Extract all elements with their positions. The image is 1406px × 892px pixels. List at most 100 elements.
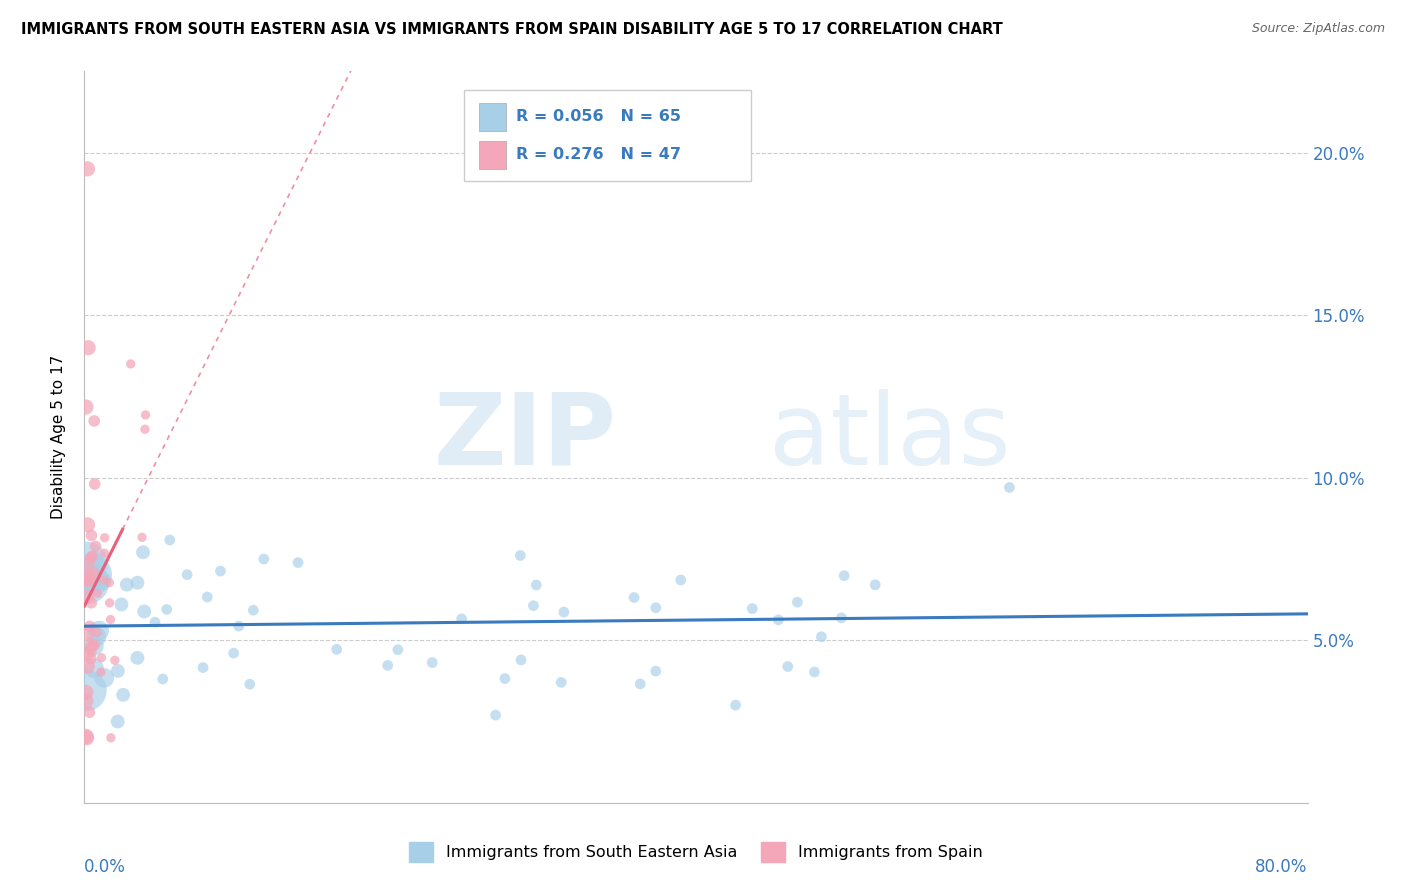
Point (195, 590, 218, 604)
Point (127, 651, 149, 665)
Text: Source: ZipAtlas.com: Source: ZipAtlas.com (1251, 22, 1385, 36)
Point (786, 595, 808, 609)
Point (75, 683, 97, 698)
Point (191, 660, 214, 674)
Point (120, 357, 142, 371)
Point (80, 567, 103, 582)
Point (76, 517, 98, 532)
Point (93, 546, 115, 560)
Point (80, 549, 103, 564)
Point (776, 659, 799, 673)
Point (107, 664, 129, 678)
Point (86, 586, 108, 600)
Point (222, 646, 245, 660)
Point (242, 603, 264, 617)
Point (83, 638, 105, 652)
Point (228, 619, 250, 633)
Point (83, 661, 105, 675)
Point (522, 599, 544, 613)
Point (83, 639, 105, 653)
Point (90, 665, 112, 679)
Point (80, 550, 103, 565)
Point (76, 557, 98, 571)
Point (76, 590, 98, 604)
Point (134, 605, 156, 619)
Point (75, 573, 97, 587)
Text: atlas: atlas (769, 389, 1011, 485)
Point (863, 578, 886, 592)
Point (79, 640, 101, 654)
Text: 80.0%: 80.0% (1256, 858, 1308, 876)
Point (287, 556, 309, 570)
Point (83, 566, 105, 580)
Point (112, 688, 135, 702)
Point (135, 408, 157, 422)
Text: IMMIGRANTS FROM SOUTH EASTERN ASIA VS IMMIGRANTS FROM SPAIN DISABILITY AGE 5 TO : IMMIGRANTS FROM SOUTH EASTERN ASIA VS IM… (21, 22, 1002, 37)
Point (90, 650, 112, 665)
Point (450, 612, 472, 626)
Point (115, 577, 138, 591)
Point (98, 596, 121, 610)
Point (76, 556, 98, 570)
Point (239, 677, 262, 691)
Point (724, 698, 747, 712)
Point (86, 630, 108, 644)
Point (387, 642, 409, 657)
Point (75, 694, 97, 708)
Point (98, 575, 121, 590)
Point (75, 729, 97, 743)
Point (810, 630, 832, 644)
Point (80, 645, 103, 659)
Point (494, 672, 516, 686)
Point (768, 613, 790, 627)
FancyBboxPatch shape (479, 103, 506, 131)
Text: R = 0.276   N = 47: R = 0.276 N = 47 (516, 147, 681, 162)
Point (84, 540, 107, 554)
Point (134, 422, 156, 436)
Point (80, 596, 103, 610)
Text: 0.0%: 0.0% (84, 858, 127, 876)
Point (107, 714, 129, 729)
Point (83, 554, 105, 568)
Point (998, 480, 1021, 494)
Point (253, 552, 276, 566)
Point (86, 625, 108, 640)
Point (76, 627, 98, 641)
Point (75, 685, 97, 699)
Point (741, 601, 763, 615)
Point (75, 400, 97, 414)
Point (143, 615, 166, 630)
Point (644, 600, 666, 615)
Text: R = 0.056   N = 65: R = 0.056 N = 65 (516, 109, 681, 123)
Point (110, 598, 132, 612)
Point (524, 578, 547, 592)
Point (82, 576, 104, 591)
Point (82, 638, 104, 652)
Point (76, 659, 98, 673)
Point (628, 677, 651, 691)
Point (131, 530, 153, 544)
Point (152, 672, 174, 686)
Point (127, 575, 149, 590)
Point (77, 571, 100, 585)
Point (484, 708, 506, 723)
Point (325, 642, 347, 657)
Point (83, 414, 105, 428)
Point (156, 602, 179, 616)
Point (830, 611, 852, 625)
Point (509, 549, 531, 563)
Point (79, 619, 101, 633)
Point (176, 567, 198, 582)
Legend: Immigrants from South Eastern Asia, Immigrants from Spain: Immigrants from South Eastern Asia, Immi… (402, 836, 990, 868)
Point (510, 653, 533, 667)
Point (100, 731, 122, 745)
Point (644, 664, 666, 678)
Point (76, 731, 98, 745)
Y-axis label: Disability Age 5 to 17: Disability Age 5 to 17 (51, 355, 66, 519)
Point (100, 613, 122, 627)
Point (669, 573, 692, 587)
Point (77, 341, 100, 355)
Point (550, 675, 572, 690)
Point (90, 574, 112, 588)
Point (832, 568, 855, 582)
